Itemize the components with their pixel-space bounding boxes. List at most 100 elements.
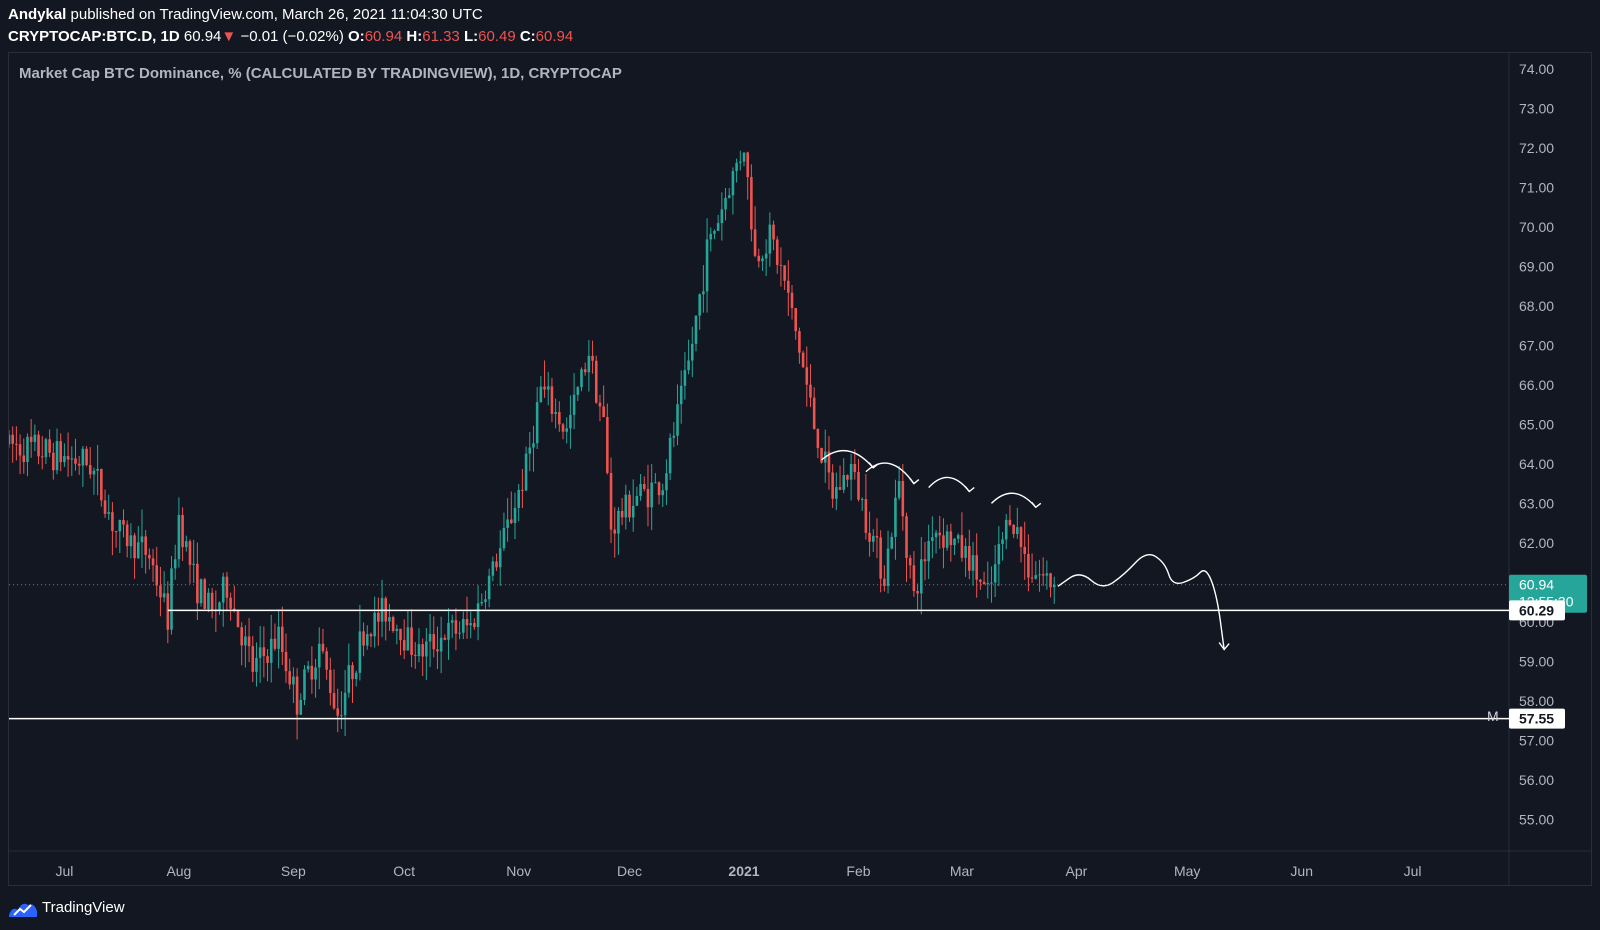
candle-body <box>55 441 59 471</box>
candle-body <box>724 197 727 210</box>
candle-body <box>236 610 240 628</box>
candle-body <box>247 636 251 647</box>
candle-body <box>857 472 860 500</box>
candle-body <box>727 195 731 198</box>
candle-body <box>702 291 705 295</box>
arc-drawing[interactable] <box>821 449 874 469</box>
drawings-group[interactable] <box>821 449 1230 651</box>
time-tick-label: Oct <box>393 863 415 879</box>
symbol-label[interactable]: CRYPTOCAP:BTC.D, 1D <box>8 28 180 45</box>
candle-body <box>18 444 22 456</box>
candle-body <box>417 644 421 657</box>
candle-body <box>159 585 162 598</box>
candle-body <box>716 223 720 231</box>
tradingview-brand[interactable]: TradingView <box>42 899 125 916</box>
arc-drawing[interactable] <box>865 462 915 485</box>
candle-body <box>894 497 897 537</box>
candle-body <box>421 644 424 657</box>
arrowhead-drawing[interactable] <box>964 486 975 493</box>
candle-body <box>853 464 857 473</box>
candle-body <box>916 591 919 594</box>
candle-body <box>33 434 37 442</box>
candle-body <box>484 599 487 602</box>
candle-body <box>277 626 280 649</box>
candle-body <box>1052 584 1056 588</box>
arrowhead-drawing[interactable] <box>909 478 920 485</box>
candle-body <box>982 581 986 585</box>
candle-body <box>81 448 85 466</box>
candle-body <box>572 394 576 415</box>
time-tick-label: May <box>1174 863 1200 879</box>
chart-header: Andykal published on TradingView.com, Ma… <box>8 4 1592 50</box>
candle-body <box>443 637 447 640</box>
candle-body <box>221 576 225 603</box>
candle-body <box>377 612 380 622</box>
time-axis[interactable]: Jul Aug Sep Oct Nov Dec 2021 Feb Mar Apr May Jun Jul <box>55 863 1421 879</box>
candle-body <box>1008 519 1012 525</box>
candle-body <box>118 520 122 532</box>
candle-body <box>838 487 842 490</box>
candle-body <box>875 535 879 538</box>
candle-body <box>103 500 107 514</box>
candle-body <box>598 402 602 407</box>
candle-body <box>9 434 11 445</box>
candle-body <box>332 693 336 709</box>
candle-body <box>210 592 214 610</box>
time-tick-label: 2021 <box>728 863 759 879</box>
author-name[interactable]: Andykal <box>8 6 67 23</box>
candle-body <box>731 171 735 196</box>
candle-body <box>77 463 81 466</box>
candle-body <box>125 524 129 547</box>
time-tick-label: Sep <box>281 863 306 879</box>
candle-body <box>554 412 557 414</box>
price-tick-label: 67.00 <box>1519 337 1554 353</box>
candle-body <box>15 443 18 445</box>
candle-body <box>299 699 303 715</box>
candle-body <box>92 470 96 475</box>
scale-mode-label[interactable]: M <box>1487 708 1499 724</box>
candle-body <box>170 568 173 630</box>
candle-body <box>805 367 809 385</box>
footer: TradingView <box>8 896 308 922</box>
projection-path-drawing[interactable] <box>1057 554 1225 650</box>
candle-body <box>517 489 520 508</box>
candle-body <box>498 548 502 568</box>
arrowhead-drawing[interactable] <box>1031 501 1042 509</box>
price-tick-label: 62.00 <box>1519 535 1554 551</box>
candle-body <box>631 505 635 518</box>
candle-body <box>432 634 436 650</box>
projection-arrowhead[interactable] <box>1218 642 1230 651</box>
chart-pane[interactable]: 74.00 73.00 72.00 71.00 70.00 69.00 68.00 67.00… <box>8 52 1592 886</box>
candle-body <box>258 647 262 658</box>
candle-body <box>558 412 561 425</box>
candle-body <box>462 619 465 633</box>
candle-body <box>136 542 140 559</box>
candle-body <box>44 439 48 458</box>
candle-body <box>642 483 646 489</box>
last-value: 60.94 <box>183 28 222 45</box>
candle-body <box>934 532 938 538</box>
candle-body <box>314 667 317 680</box>
candle-body <box>687 360 690 371</box>
candlestick-chart[interactable]: 74.00 73.00 72.00 71.00 70.00 69.00 68.00 67.00… <box>9 53 1591 885</box>
candle-body <box>820 447 823 463</box>
candle-body <box>624 494 628 518</box>
candle-body <box>753 229 757 256</box>
candle-body <box>979 579 982 582</box>
candle-body <box>11 434 14 444</box>
arc-drawing[interactable] <box>990 492 1037 508</box>
time-tick-label: Jul <box>55 863 73 879</box>
time-tick-label: Feb <box>846 863 870 879</box>
candle-body <box>22 455 26 463</box>
arc-drawing[interactable] <box>928 476 970 492</box>
candle-body <box>354 672 358 680</box>
candle-body <box>594 360 598 403</box>
horizontal-lines-group[interactable] <box>9 584 1509 720</box>
candle-body <box>620 510 624 518</box>
line-price-badge <box>1509 708 1565 729</box>
candle-body <box>317 643 321 668</box>
candle-body <box>303 669 306 700</box>
candle-body <box>476 603 480 627</box>
last-price-label: 60.94 <box>1519 577 1554 593</box>
